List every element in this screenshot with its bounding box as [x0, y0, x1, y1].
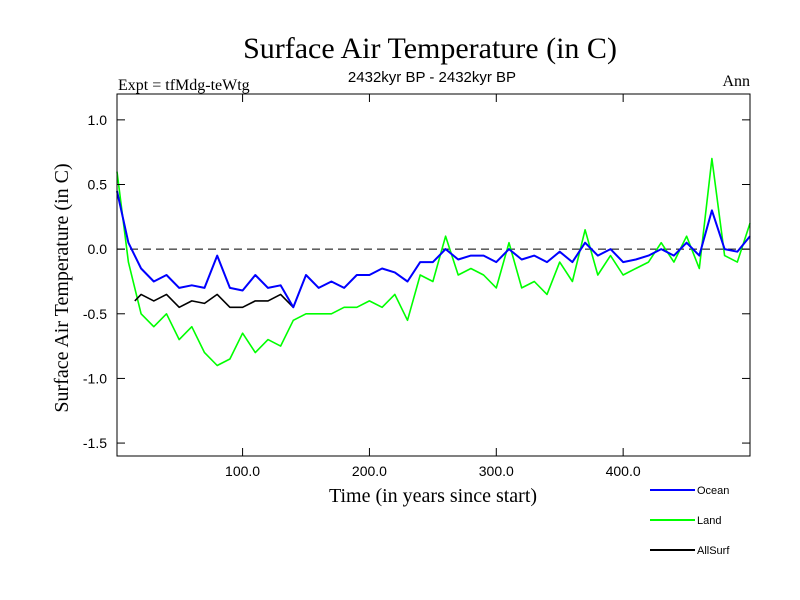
chart-subtitle: 2432kyr BP - 2432kyr BP — [348, 69, 516, 86]
plot-area: 100.0 200.0 300.0 400.0 1.0 0.5 0.0 -0.5 -1.0 -1.… — [83, 93, 751, 479]
series-layer — [116, 157, 751, 367]
chart-title: Surface Air Temperature (in C) — [243, 32, 617, 65]
y-tick-label: 0.0 — [88, 241, 108, 257]
legend-label-land: Land — [697, 515, 721, 527]
x-tick-label: 200.0 — [352, 463, 387, 479]
axis-ticks: 100.0 200.0 300.0 400.0 1.0 0.5 0.0 -0.5 -1.0 -1.… — [83, 94, 750, 479]
y-tick-label: -1.5 — [83, 435, 107, 451]
legend-label-ocean: Ocean — [697, 485, 729, 497]
y-tick-label: 1.0 — [88, 112, 108, 128]
y-axis-label: Surface Air Temperature (in C) — [51, 163, 73, 412]
series-line-allsurf — [134, 293, 294, 309]
y-tick-label: -1.0 — [83, 370, 107, 386]
x-tick-label: 300.0 — [479, 463, 514, 479]
y-tick-label: 0.5 — [88, 177, 108, 193]
plot-frame — [116, 93, 751, 457]
series-line-land — [116, 157, 751, 367]
series-line-ocean — [116, 190, 751, 309]
legend: Ocean Land AllSurf — [650, 485, 730, 557]
legend-label-allsurf: AllSurf — [697, 545, 730, 557]
x-tick-label: 100.0 — [225, 463, 260, 479]
season-label: Ann — [722, 73, 750, 90]
experiment-label: Expt = tfMdg-teWtg — [118, 77, 250, 94]
y-tick-label: -0.5 — [83, 306, 107, 322]
x-axis-label: Time (in years since start) — [329, 485, 537, 507]
x-tick-label: 400.0 — [606, 463, 641, 479]
